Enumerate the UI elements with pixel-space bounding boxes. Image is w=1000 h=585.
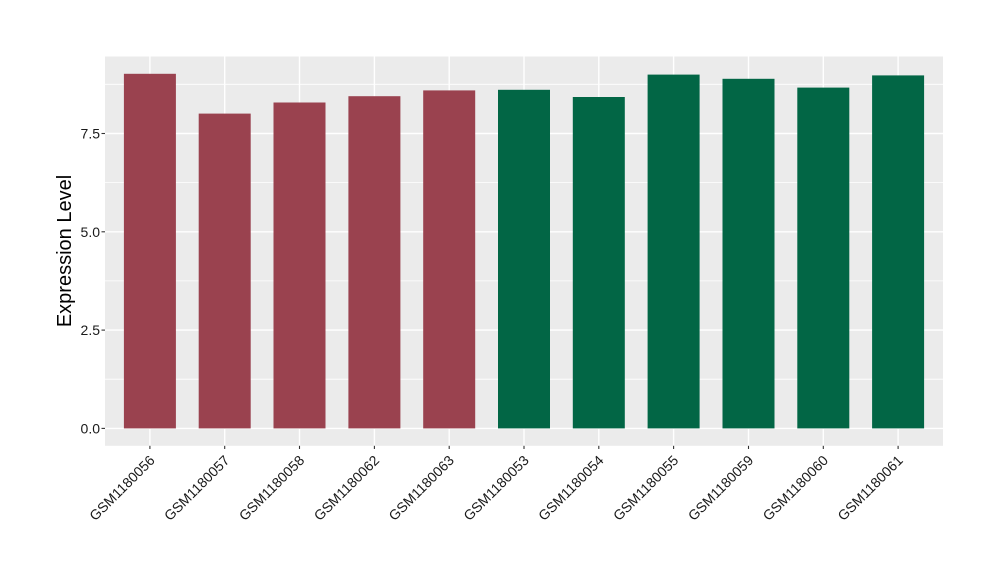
svg-text:5.0: 5.0: [81, 224, 101, 240]
svg-text:Expression Level: Expression Level: [54, 175, 76, 327]
svg-text:7.5: 7.5: [81, 126, 101, 142]
svg-text:0.0: 0.0: [81, 420, 101, 436]
svg-text:2.5: 2.5: [81, 322, 101, 338]
